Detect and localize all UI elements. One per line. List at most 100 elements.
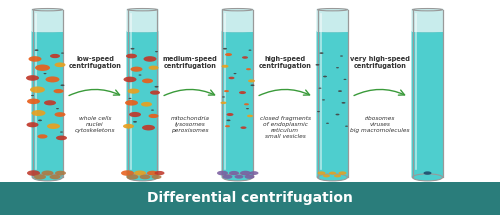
- Circle shape: [316, 64, 320, 66]
- Circle shape: [336, 67, 339, 68]
- Ellipse shape: [222, 174, 252, 181]
- Ellipse shape: [222, 9, 252, 11]
- Circle shape: [220, 101, 226, 104]
- Circle shape: [338, 90, 342, 92]
- Circle shape: [124, 77, 136, 82]
- Circle shape: [234, 175, 244, 179]
- Circle shape: [138, 74, 141, 76]
- Circle shape: [148, 66, 158, 70]
- Circle shape: [244, 175, 254, 179]
- Ellipse shape: [222, 30, 252, 32]
- Circle shape: [225, 125, 230, 127]
- Circle shape: [248, 49, 252, 51]
- Circle shape: [26, 75, 39, 81]
- Circle shape: [226, 120, 230, 121]
- FancyBboxPatch shape: [32, 9, 64, 32]
- Ellipse shape: [412, 9, 442, 11]
- Circle shape: [244, 103, 249, 105]
- Circle shape: [246, 108, 249, 109]
- Circle shape: [248, 79, 255, 82]
- Ellipse shape: [318, 30, 348, 32]
- Circle shape: [240, 126, 246, 129]
- Circle shape: [222, 175, 232, 179]
- Circle shape: [30, 86, 45, 93]
- Circle shape: [28, 56, 42, 62]
- Circle shape: [424, 171, 432, 175]
- Circle shape: [226, 113, 234, 116]
- Circle shape: [217, 171, 228, 175]
- Circle shape: [228, 77, 234, 79]
- FancyBboxPatch shape: [412, 31, 444, 178]
- Circle shape: [223, 48, 227, 50]
- Circle shape: [148, 114, 158, 118]
- Circle shape: [336, 114, 340, 115]
- Circle shape: [126, 54, 137, 58]
- Circle shape: [47, 123, 60, 129]
- Circle shape: [250, 171, 258, 175]
- Circle shape: [126, 174, 138, 180]
- Text: Differential centrifugation: Differential centrifugation: [147, 191, 353, 205]
- FancyBboxPatch shape: [412, 9, 444, 32]
- Text: mitochondria
lysosomes
peroxisomes: mitochondria lysosomes peroxisomes: [170, 116, 209, 133]
- Circle shape: [128, 89, 140, 94]
- Circle shape: [34, 174, 46, 180]
- Circle shape: [56, 135, 67, 140]
- Circle shape: [329, 172, 336, 175]
- Circle shape: [222, 96, 225, 98]
- Circle shape: [322, 99, 325, 101]
- Circle shape: [31, 95, 34, 96]
- Circle shape: [317, 111, 320, 112]
- Text: high-speed
centrifugation: high-speed centrifugation: [258, 55, 312, 69]
- Circle shape: [142, 125, 155, 131]
- Circle shape: [46, 76, 60, 82]
- Circle shape: [55, 171, 66, 175]
- Text: medium-speed
centrifugation: medium-speed centrifugation: [162, 55, 218, 69]
- Circle shape: [121, 170, 134, 176]
- Circle shape: [54, 62, 66, 67]
- Circle shape: [240, 171, 251, 175]
- Circle shape: [38, 134, 48, 139]
- Circle shape: [61, 52, 64, 54]
- Ellipse shape: [128, 30, 158, 32]
- Circle shape: [128, 98, 132, 99]
- Text: low-speed
centrifugation: low-speed centrifugation: [68, 55, 122, 69]
- Circle shape: [54, 89, 64, 93]
- Circle shape: [234, 73, 236, 74]
- Circle shape: [246, 68, 251, 70]
- Ellipse shape: [412, 30, 442, 32]
- FancyBboxPatch shape: [222, 9, 254, 32]
- Circle shape: [123, 124, 134, 129]
- Circle shape: [27, 98, 40, 104]
- Circle shape: [26, 122, 38, 127]
- Circle shape: [134, 170, 146, 176]
- Circle shape: [35, 64, 50, 71]
- Circle shape: [56, 108, 59, 109]
- Circle shape: [224, 90, 229, 92]
- Ellipse shape: [32, 174, 62, 181]
- Circle shape: [247, 115, 253, 117]
- FancyBboxPatch shape: [126, 9, 158, 32]
- Ellipse shape: [32, 30, 62, 32]
- Circle shape: [340, 55, 343, 57]
- Circle shape: [239, 91, 246, 94]
- FancyBboxPatch shape: [316, 31, 348, 178]
- Circle shape: [50, 54, 60, 58]
- Circle shape: [50, 175, 60, 179]
- Circle shape: [154, 171, 164, 175]
- Circle shape: [154, 86, 158, 88]
- Ellipse shape: [412, 174, 442, 181]
- Text: whole cells
nuclei
cytoskeletons: whole cells nuclei cytoskeletons: [75, 116, 115, 133]
- Circle shape: [152, 175, 162, 179]
- FancyBboxPatch shape: [222, 31, 254, 178]
- Circle shape: [326, 123, 329, 124]
- Circle shape: [150, 91, 160, 95]
- FancyBboxPatch shape: [126, 31, 158, 178]
- Circle shape: [229, 171, 239, 175]
- Circle shape: [125, 100, 138, 106]
- Circle shape: [130, 67, 142, 72]
- Circle shape: [142, 78, 153, 83]
- Circle shape: [338, 171, 346, 175]
- Circle shape: [44, 100, 56, 105]
- Ellipse shape: [32, 9, 62, 11]
- Circle shape: [345, 126, 348, 127]
